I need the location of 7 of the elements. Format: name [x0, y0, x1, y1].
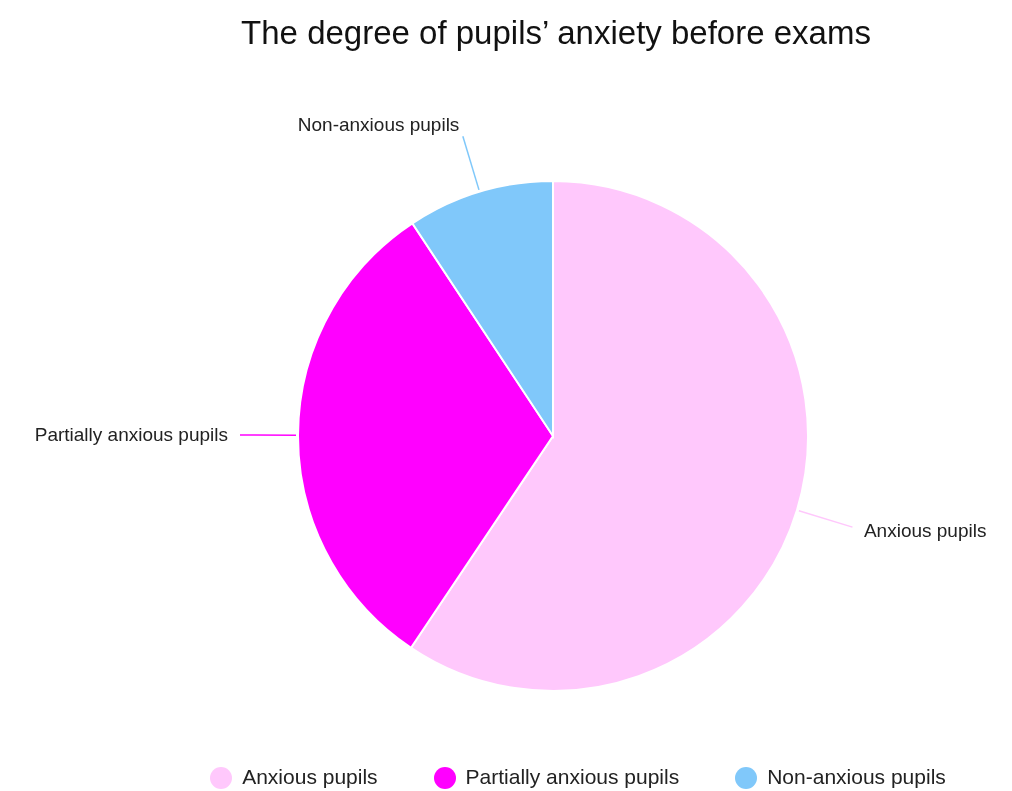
slice-label: Anxious pupils — [863, 520, 987, 542]
legend-label: Non-anxious pupils — [767, 764, 946, 788]
legend-label: Anxious pupils — [242, 764, 378, 788]
slice-label: Non-anxious pupils — [297, 114, 460, 136]
chart-title: The degree of pupils’ anxiety before exams — [240, 13, 872, 53]
legend-label: Partially anxious pupils — [465, 764, 680, 788]
slice-label: Partially anxious pupils — [34, 424, 228, 446]
